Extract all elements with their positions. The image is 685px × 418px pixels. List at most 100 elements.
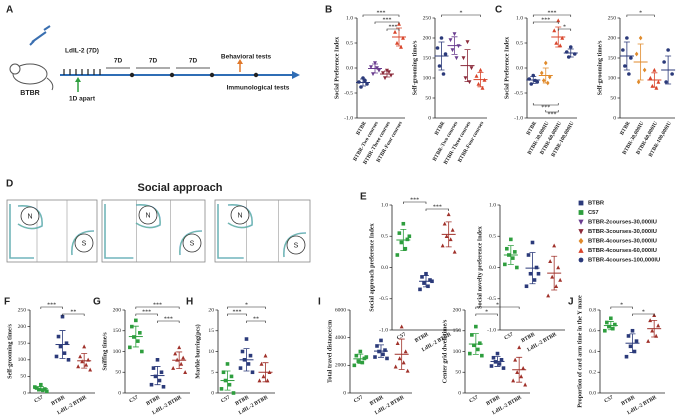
data-point: [422, 281, 426, 285]
panel-letter: G: [93, 297, 101, 308]
y-tick-label: -1.0: [379, 327, 388, 333]
cup: [20, 206, 40, 226]
data-point: [546, 293, 551, 298]
data-point: [403, 246, 408, 251]
data-point: [526, 253, 531, 257]
data-point: [505, 246, 509, 251]
data-point: [381, 71, 385, 76]
y-tick-label: 0.0: [381, 265, 388, 271]
significance-label: ***: [548, 10, 557, 16]
data-point: [632, 349, 637, 354]
significance-label: ***: [47, 302, 56, 308]
data-point: [157, 378, 162, 383]
legend-label: BTBR-4courses-60,000IU: [588, 248, 657, 254]
data-point: [39, 382, 43, 387]
panel-letter: I: [318, 297, 321, 308]
y-tick-label: 100: [113, 349, 122, 355]
data-point: [550, 274, 555, 279]
interval-label: 7D: [114, 58, 123, 65]
data-point: [130, 324, 134, 329]
y-tick-label: 250: [608, 15, 617, 21]
significance-bracket: [227, 313, 247, 316]
data-point: [401, 35, 405, 40]
data-point: [523, 382, 528, 387]
data-point: [461, 56, 466, 61]
y-axis-label: Self-grooming time/s: [596, 40, 603, 95]
error-bar: [472, 333, 479, 355]
error-bar: [37, 386, 44, 392]
data-point: [480, 85, 485, 90]
data-point: [76, 364, 81, 369]
y-tick-label: 1.0: [381, 202, 388, 208]
data-point: [263, 353, 268, 358]
data-point: [452, 32, 457, 37]
data-point: [630, 328, 635, 333]
data-point: [175, 357, 180, 362]
legend-swatch: [578, 237, 584, 245]
immuno-label: Immunological tests: [227, 85, 290, 92]
data-point: [450, 227, 455, 232]
treatment-label: LdIL-2 (7D): [65, 48, 99, 55]
y-tick-label: 150: [18, 340, 27, 346]
data-point: [58, 344, 63, 349]
data-point: [519, 374, 524, 379]
legend-label: BTBR-4courses-30,000IU: [588, 239, 657, 245]
y-tick-label: 0: [118, 390, 121, 396]
data-point: [393, 29, 397, 34]
y-tick-label: 50: [20, 374, 26, 380]
y-tick-label: 0.6: [589, 328, 596, 334]
y-tick-label: 50: [115, 370, 121, 376]
data-point: [513, 250, 517, 254]
panel-letter: F: [4, 297, 10, 308]
y-tick-label: 100: [453, 349, 462, 355]
significance-label: **: [70, 309, 76, 315]
y-tick-label: 0.8: [589, 307, 596, 313]
data-point: [556, 18, 561, 23]
significance-label: ***: [433, 204, 442, 210]
data-point: [648, 318, 653, 323]
data-point: [173, 351, 178, 356]
significance-bracket: [475, 306, 520, 309]
data-point: [181, 355, 186, 360]
y-tick-label: 0.5: [346, 40, 353, 46]
data-point: [403, 349, 408, 354]
data-point: [159, 370, 164, 375]
error-bar: [81, 353, 88, 369]
significance-label: *: [485, 309, 488, 315]
x-tick-label: BTBR: [620, 395, 636, 408]
cup: [138, 205, 158, 225]
legend-swatch: [578, 210, 584, 215]
data-point: [248, 353, 253, 358]
significance-label: ***: [377, 10, 386, 16]
legend-swatch: [578, 229, 584, 235]
arena: [6, 199, 98, 263]
data-point: [646, 338, 651, 343]
y-tick-label: -0.5: [487, 296, 496, 302]
legend-label: BTBR-3courses-30,000IU: [588, 229, 657, 235]
y-tick-label: 150: [113, 328, 122, 334]
error-bar: [224, 370, 231, 391]
data-point: [448, 38, 453, 43]
x-tick-label: C57: [220, 394, 231, 404]
significance-label: *: [245, 302, 248, 308]
data-point: [560, 35, 565, 40]
data-point: [365, 82, 369, 86]
data-point: [476, 81, 481, 86]
significance-bracket: [403, 201, 427, 204]
significance-label: ***: [541, 17, 550, 23]
significance-bracket: [157, 320, 180, 323]
data-point: [467, 80, 472, 85]
data-point: [648, 75, 653, 80]
data-point: [140, 349, 144, 354]
interval-label: 7D: [149, 58, 158, 65]
y-tick-label: 0.5: [516, 40, 523, 46]
y-tick-label: 0: [211, 390, 214, 396]
data-point: [399, 240, 404, 245]
data-point: [418, 287, 422, 292]
data-point: [134, 318, 138, 323]
chart: Social novelty preference Index -1.0 -0.5 0…: [476, 202, 565, 353]
data-point: [64, 341, 69, 345]
error-bar: [494, 356, 501, 367]
data-point: [634, 339, 639, 343]
interval-label: 7D: [189, 58, 198, 65]
